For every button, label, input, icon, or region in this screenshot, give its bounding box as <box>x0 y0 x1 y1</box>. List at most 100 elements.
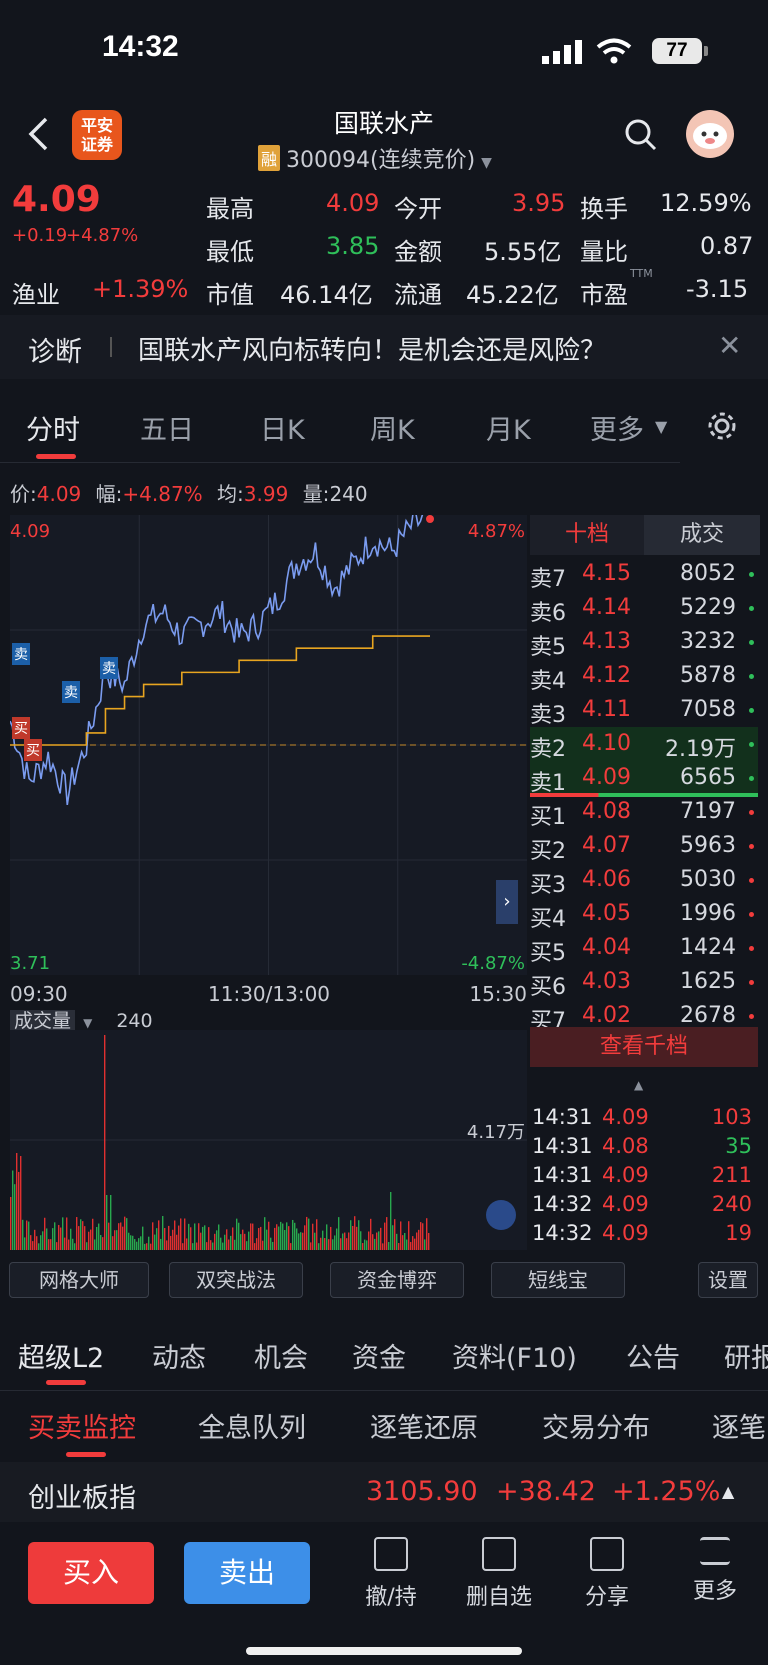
mark-buy-1[interactable]: 买 <box>12 717 30 739</box>
bid-row[interactable]: 买5 4.04 1424 <box>530 931 758 966</box>
price-chart-svg <box>9 501 527 975</box>
ask-row[interactable]: 卖3 4.11 7058 <box>530 693 758 728</box>
tab-monthly-k[interactable]: 月K <box>486 415 531 446</box>
level-price: 4.08 <box>582 799 631 824</box>
sell-button[interactable]: 卖出 <box>184 1542 310 1604</box>
ask-row[interactable]: 卖6 4.14 5229 <box>530 591 758 626</box>
volume-bar <box>102 1237 104 1250</box>
volume-bar <box>82 1221 84 1250</box>
volume-bar <box>192 1243 194 1250</box>
fullscreen-icon[interactable] <box>486 1200 516 1230</box>
subtab-trade-distribution[interactable]: 交易分布 <box>542 1413 650 1444</box>
tab-intraday[interactable]: 分时 <box>26 415 80 446</box>
buy-button[interactable]: 买入 <box>28 1542 154 1604</box>
tab-capital[interactable]: 资金 <box>352 1343 406 1374</box>
mark-sell-1[interactable]: 卖 <box>12 643 30 665</box>
tool-short-line[interactable]: 短线宝 <box>491 1262 625 1298</box>
expand-arrow-button[interactable]: › <box>496 880 518 924</box>
subtab-trade-monitor[interactable]: 买卖监控 <box>28 1413 136 1444</box>
diagnosis-banner[interactable]: 诊断 国联水产风向标转向！是机会还是风险？ ✕ <box>0 315 768 379</box>
tab-weekly-k[interactable]: 周K <box>370 415 415 446</box>
intraday-chart[interactable]: 4.09 4.87% 3.71 -4.87% 卖 卖 卖 买 买 › <box>9 501 527 975</box>
volume-bar <box>42 1231 44 1250</box>
bid-row[interactable]: 买6 4.03 1625 <box>530 965 758 1000</box>
orderbook-tab-trades[interactable]: 成交 <box>644 515 760 555</box>
trade-tick: 14:31 4.09 211 <box>530 1163 758 1191</box>
bottom-action-bar: 买入 卖出 撤/持 删自选 分享 更多 <box>0 1525 768 1665</box>
ask-row[interactable]: 卖1 4.09 6565 <box>530 761 758 796</box>
tab-more[interactable]: 更多 <box>590 415 644 446</box>
mark-sell-3[interactable]: 卖 <box>100 657 118 679</box>
subtab-tick[interactable]: 逐笔 <box>712 1413 766 1444</box>
index-ticker[interactable]: 创业板指 3105.90 +38.42 +1.25% ▲ <box>0 1462 768 1522</box>
level-label: 买1 <box>530 805 566 830</box>
level-volume: 2678 <box>680 1003 736 1028</box>
subtab-queue[interactable]: 全息队列 <box>198 1413 306 1444</box>
volume-selector[interactable]: 成交量 <box>10 1010 76 1032</box>
more-button[interactable]: 更多 <box>670 1537 760 1605</box>
volume-bar <box>210 1240 212 1250</box>
tool-grid-master[interactable]: 网格大师 <box>9 1262 149 1298</box>
tool-capital-game[interactable]: 资金博弈 <box>330 1262 464 1298</box>
tool-double-breakout[interactable]: 双突战法 <box>169 1262 303 1298</box>
dropdown-icon: ▼ <box>481 155 492 171</box>
ask-row[interactable]: 卖7 4.15 8052 <box>530 557 758 592</box>
price-label: 价: <box>10 482 37 506</box>
mark-sell-2[interactable]: 卖 <box>62 681 80 703</box>
ask-row[interactable]: 卖4 4.12 5878 <box>530 659 758 694</box>
volume-bar <box>322 1230 324 1250</box>
volume-bar <box>40 1235 42 1250</box>
tab-news[interactable]: 动态 <box>152 1343 206 1374</box>
tab-opportunity[interactable]: 机会 <box>254 1343 308 1374</box>
subtab-tick-replay[interactable]: 逐笔还原 <box>370 1413 478 1444</box>
volume-bar <box>16 1152 18 1250</box>
avatar[interactable] <box>686 110 734 158</box>
tick-price: 4.09 <box>602 1105 649 1129</box>
stock-code-selector[interactable]: 融 300094(连续竞价) ▼ <box>258 142 492 174</box>
mark-buy-2[interactable]: 买 <box>24 739 42 761</box>
volume-bar <box>314 1232 316 1250</box>
sector-name[interactable]: 渔业 <box>12 281 60 309</box>
tab-f10[interactable]: 资料(F10) <box>452 1343 577 1374</box>
volume-bar <box>386 1217 388 1250</box>
trade-tick: 14:31 4.08 35 <box>530 1134 758 1162</box>
volume-chart[interactable]: 4.17万 <box>10 1030 527 1250</box>
view-depth-button[interactable]: 查看千档 <box>530 1027 758 1067</box>
scroll-up-icon[interactable]: ▲ <box>634 1078 644 1092</box>
search-icon[interactable] <box>624 118 658 152</box>
volume-bar <box>372 1234 374 1250</box>
tab-five-day[interactable]: 五日 <box>140 415 194 446</box>
level-dot <box>749 946 754 951</box>
orderbook-tab-ten[interactable]: 十档 <box>530 515 644 555</box>
undo-hold-button[interactable]: 撤/持 <box>346 1537 436 1611</box>
back-icon[interactable] <box>26 116 50 152</box>
share-button[interactable]: 分享 <box>562 1537 652 1611</box>
expand-up-icon[interactable]: ▲ <box>722 1482 735 1501</box>
sub-tabs: 买卖监控 全息队列 逐笔还原 交易分布 逐笔 <box>0 1392 768 1460</box>
tab-daily-k[interactable]: 日K <box>260 415 305 446</box>
close-icon[interactable]: ✕ <box>718 329 742 362</box>
tab-announcement[interactable]: 公告 <box>626 1343 680 1374</box>
volume-bar <box>160 1238 162 1250</box>
bid-row[interactable]: 买1 4.08 7197 <box>530 795 758 830</box>
wifi-icon <box>596 38 632 64</box>
tick-time: 14:31 <box>532 1163 593 1187</box>
bid-row[interactable]: 买2 4.07 5963 <box>530 829 758 864</box>
level-dot <box>749 640 754 645</box>
tab-super-l2[interactable]: 超级L2 <box>18 1343 105 1374</box>
tool-settings[interactable]: 设置 <box>698 1262 758 1298</box>
volume-bar <box>376 1232 378 1250</box>
bid-row[interactable]: 买3 4.06 5030 <box>530 863 758 898</box>
remove-watchlist-button[interactable]: 删自选 <box>454 1537 544 1611</box>
ask-row[interactable]: 卖5 4.13 3232 <box>530 625 758 660</box>
bid-row[interactable]: 买4 4.05 1996 <box>530 897 758 932</box>
volume-bar <box>152 1222 154 1250</box>
settings-gear-icon[interactable] <box>706 410 738 442</box>
volume-ratio-label: 量比 <box>580 238 628 266</box>
section-tabs: 超级L2 动态 机会 资金 资料(F10) 公告 研报 <box>0 1320 768 1388</box>
volume-bar <box>374 1238 376 1250</box>
volume-bar <box>118 1223 120 1250</box>
ask-row[interactable]: 卖2 4.10 2.19万 <box>530 727 758 762</box>
level-dot <box>749 878 754 883</box>
tab-research[interactable]: 研报 <box>724 1343 768 1374</box>
